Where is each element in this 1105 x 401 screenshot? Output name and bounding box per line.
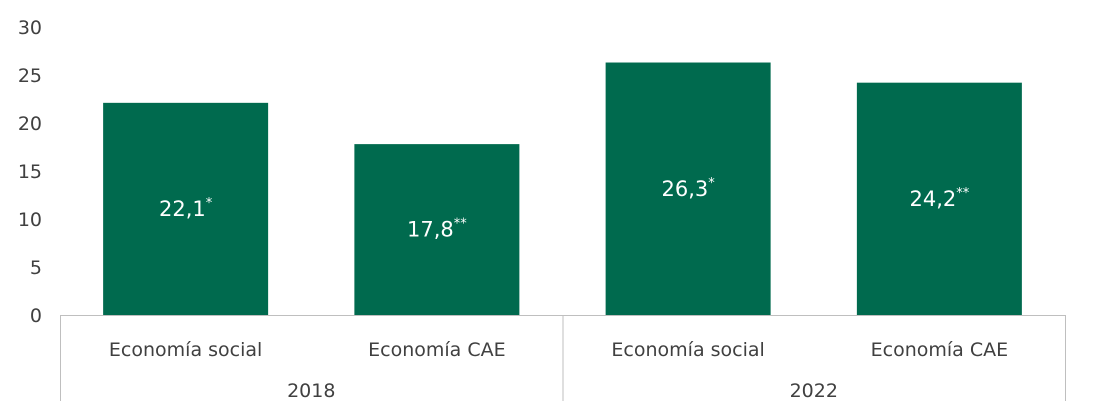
x-category-label: Economía CAE bbox=[871, 339, 1008, 361]
data-label-mark: * bbox=[206, 196, 213, 211]
bars bbox=[103, 62, 1022, 316]
data-label: 26,3* bbox=[661, 176, 715, 201]
bar bbox=[856, 82, 1022, 316]
data-label-mark: ** bbox=[454, 217, 468, 232]
y-tick-label: 0 bbox=[30, 305, 42, 327]
y-tick-label: 30 bbox=[18, 17, 42, 39]
data-label-mark: ** bbox=[956, 186, 970, 201]
bar bbox=[103, 102, 269, 315]
x-group-label: 2018 bbox=[287, 380, 335, 401]
data-label-value: 22,1 bbox=[159, 197, 206, 221]
y-tick-label: 20 bbox=[18, 113, 42, 135]
data-label: 22,1* bbox=[159, 196, 213, 221]
data-label: 24,2** bbox=[909, 186, 969, 211]
data-label-value: 26,3 bbox=[661, 177, 708, 201]
bar bbox=[605, 62, 771, 315]
data-label-value: 24,2 bbox=[909, 187, 956, 211]
x-category-label: Economía CAE bbox=[368, 339, 505, 361]
y-tick-label: 15 bbox=[18, 161, 42, 183]
y-tick-label: 5 bbox=[30, 257, 42, 279]
data-label-mark: * bbox=[708, 176, 715, 191]
bar bbox=[354, 144, 520, 315]
y-tick-label: 25 bbox=[18, 65, 42, 87]
x-category-label: Economía social bbox=[611, 339, 764, 361]
x-group-label: 2022 bbox=[790, 380, 838, 401]
x-axis: Economía social Economía CAE Economía soci… bbox=[60, 315, 1066, 401]
data-label-value: 17,8 bbox=[407, 218, 454, 242]
data-labels: 22,1*17,8**26,3*24,2** bbox=[159, 176, 970, 242]
y-tick-label: 10 bbox=[18, 209, 42, 231]
y-axis: 30 25 20 15 10 5 0 bbox=[18, 17, 42, 327]
x-category-label: Economía social bbox=[109, 339, 262, 361]
data-label: 17,8** bbox=[407, 217, 467, 242]
